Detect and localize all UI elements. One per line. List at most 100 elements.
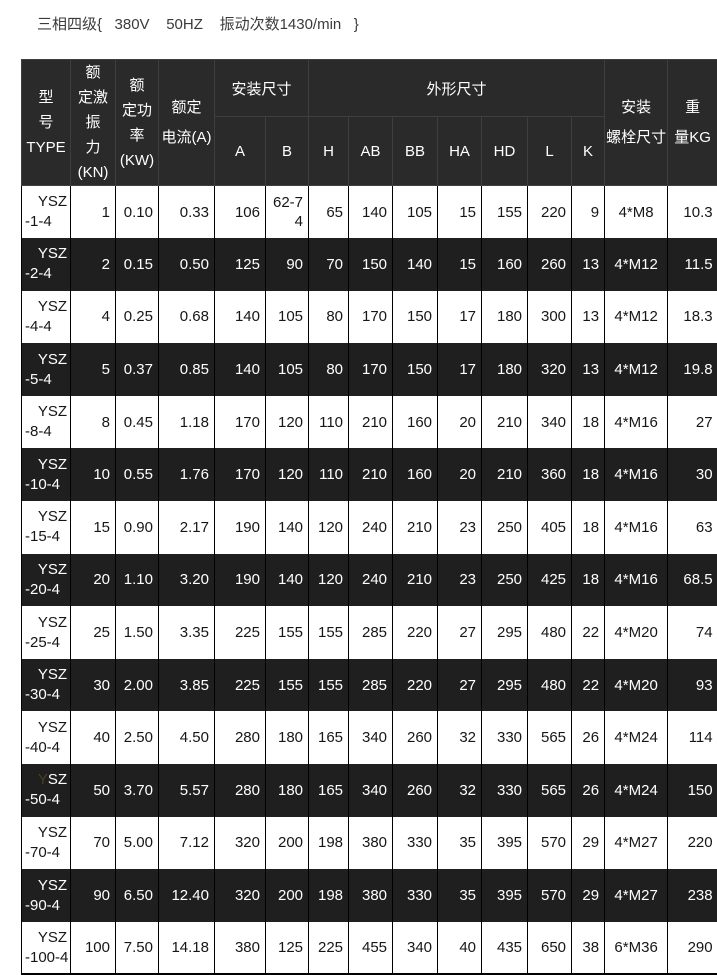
cell-kw: 0.15 xyxy=(116,238,159,291)
cell-kw: 0.37 xyxy=(116,343,159,396)
cell-bolt: 4*M16 xyxy=(605,396,668,449)
cell-ab: 240 xyxy=(349,554,393,607)
cell-kw: 5.00 xyxy=(116,817,159,870)
cell-type: YSZ-20-4 xyxy=(22,554,71,607)
cell-kw: 7.50 xyxy=(116,922,159,975)
cell-ab: 150 xyxy=(349,238,393,291)
cell-h: 80 xyxy=(309,291,349,344)
cell-type-line2: -50-4 xyxy=(22,790,70,810)
cell-k: 18 xyxy=(572,501,605,554)
col-header-power-line1: 额 xyxy=(116,73,158,98)
cell-kn: 10 xyxy=(71,448,116,501)
cell-type: YSZ-2-4 xyxy=(22,238,71,291)
col-header-type: 型 号 TYPE xyxy=(22,60,71,186)
cell-l: 570 xyxy=(528,817,572,870)
cell-bolt: 4*M27 xyxy=(605,869,668,922)
faint-char: Y xyxy=(38,771,48,788)
cell-ha: 17 xyxy=(438,291,482,344)
col-header-bolt-line2: 螺栓尺寸 xyxy=(605,123,667,153)
cell-kn: 8 xyxy=(71,396,116,449)
cell-kn: 30 xyxy=(71,659,116,712)
cell-kn: 25 xyxy=(71,606,116,659)
col-header-current-line2: 电流(A) xyxy=(159,123,214,153)
cell-a: 225 xyxy=(215,606,266,659)
col-header-A: A xyxy=(215,117,266,186)
cell-b: 180 xyxy=(266,764,309,817)
cell-type: YSZ-30-4 xyxy=(22,659,71,712)
col-header-AB: AB xyxy=(349,117,393,186)
cell-hd: 160 xyxy=(482,238,528,291)
header-row-groups: 型 号 TYPE 额 定激振 力(KN) 额 定功率 (KW) 额定 电流(A)… xyxy=(22,60,717,117)
col-header-K: K xyxy=(572,117,605,186)
cell-k: 38 xyxy=(572,922,605,975)
cell-bb: 160 xyxy=(393,396,438,449)
cell-ha: 23 xyxy=(438,501,482,554)
cell-a: 320 xyxy=(215,869,266,922)
cell-a: 170 xyxy=(215,448,266,501)
cell-h: 165 xyxy=(309,764,349,817)
cell-ab: 140 xyxy=(349,186,393,239)
col-header-weight-line1: 重 xyxy=(668,93,717,123)
cell-k: 29 xyxy=(572,817,605,870)
cell-type: YSZ-8-4 xyxy=(22,396,71,449)
cell-kg: 68.5 xyxy=(668,554,717,607)
cell-l: 300 xyxy=(528,291,572,344)
cell-b: 155 xyxy=(266,659,309,712)
cell-type-line1: YSZ xyxy=(22,455,70,475)
cell-h: 65 xyxy=(309,186,349,239)
cell-b: 140 xyxy=(266,554,309,607)
cell-type: YSZ-15-4 xyxy=(22,501,71,554)
col-header-current: 额定 电流(A) xyxy=(159,60,215,186)
cell-kg: 220 xyxy=(668,817,717,870)
spec-table: 型 号 TYPE 额 定激振 力(KN) 额 定功率 (KW) 额定 电流(A)… xyxy=(21,59,717,975)
cell-ha: 27 xyxy=(438,606,482,659)
cell-type-line1: YSZ xyxy=(22,507,70,527)
cell-ab: 240 xyxy=(349,501,393,554)
cell-bb: 330 xyxy=(393,869,438,922)
col-header-bolt: 安装 螺栓尺寸 xyxy=(605,60,668,186)
cell-kw: 1.10 xyxy=(116,554,159,607)
col-header-type-line3: TYPE xyxy=(22,135,70,160)
col-header-force: 额 定激振 力(KN) xyxy=(71,60,116,186)
cell-bolt: 4*M27 xyxy=(605,817,668,870)
cell-ha: 15 xyxy=(438,186,482,239)
cell-kw: 6.50 xyxy=(116,869,159,922)
cell-type-line2: -5-4 xyxy=(22,370,70,390)
cell-hd: 435 xyxy=(482,922,528,975)
col-header-H: H xyxy=(309,117,349,186)
col-header-bolt-line1: 安装 xyxy=(605,93,667,123)
cell-ab: 285 xyxy=(349,659,393,712)
cell-kn: 2 xyxy=(71,238,116,291)
cell-hd: 180 xyxy=(482,291,528,344)
cell-hd: 250 xyxy=(482,554,528,607)
cell-kw: 0.55 xyxy=(116,448,159,501)
cell-amp: 4.50 xyxy=(159,711,215,764)
cell-amp: 1.76 xyxy=(159,448,215,501)
col-header-weight: 重 量KG xyxy=(668,60,717,186)
cell-ab: 170 xyxy=(349,343,393,396)
cell-l: 405 xyxy=(528,501,572,554)
cell-a: 170 xyxy=(215,396,266,449)
cell-a: 140 xyxy=(215,291,266,344)
cell-kg: 150 xyxy=(668,764,717,817)
cell-hd: 210 xyxy=(482,396,528,449)
cell-ab: 285 xyxy=(349,606,393,659)
cell-h: 110 xyxy=(309,448,349,501)
cell-kw: 1.50 xyxy=(116,606,159,659)
cell-type-line2: -25-4 xyxy=(22,633,70,653)
cell-kn: 90 xyxy=(71,869,116,922)
col-header-power-line2: 定功率 xyxy=(116,98,158,148)
cell-kn: 1 xyxy=(71,186,116,239)
col-header-force-line2: 定激振 xyxy=(71,85,115,135)
cell-amp: 14.18 xyxy=(159,922,215,975)
cell-amp: 2.17 xyxy=(159,501,215,554)
cell-b: 180 xyxy=(266,711,309,764)
cell-type-line2: -30-4 xyxy=(22,685,70,705)
cell-k: 29 xyxy=(572,869,605,922)
cell-bolt: 4*M12 xyxy=(605,238,668,291)
